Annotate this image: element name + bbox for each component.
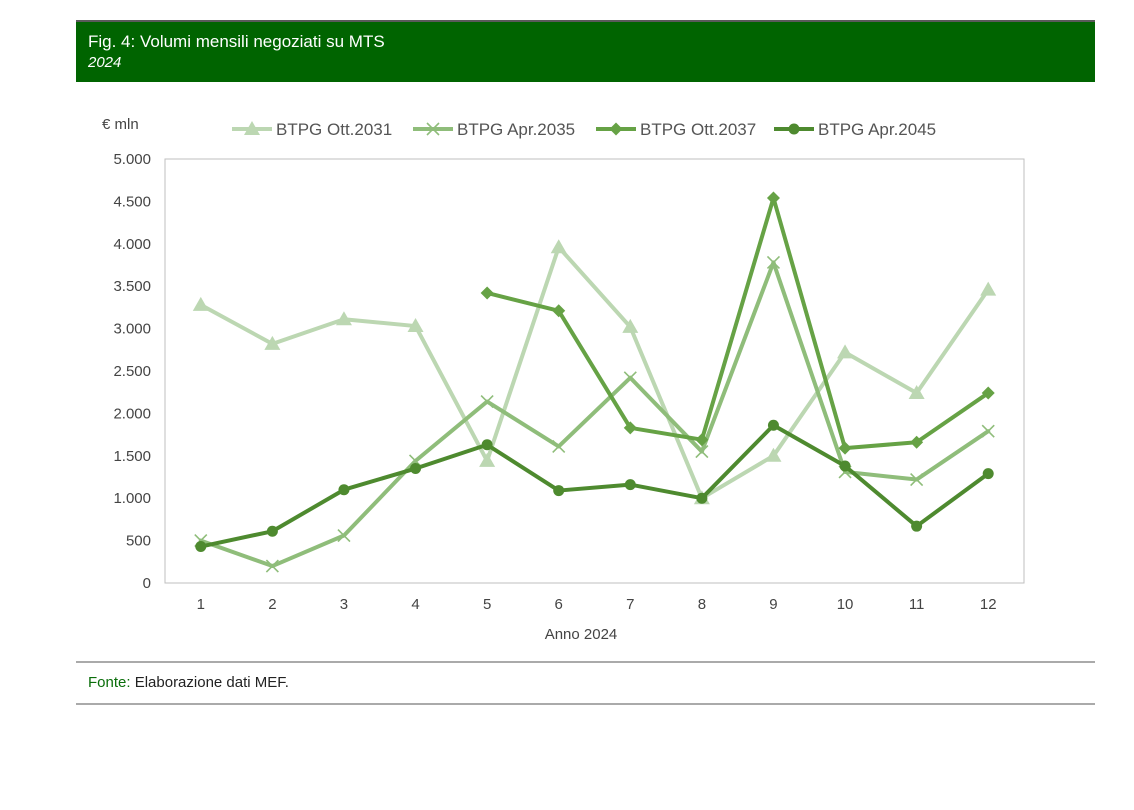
y-tick-label: 2.500 [113,363,151,380]
data-point [552,439,566,454]
legend-label: BTPG Ott.2031 [276,120,392,139]
x-tick-label: 3 [340,596,348,613]
series-2 [194,255,995,573]
data-point [623,421,637,435]
data-point [695,444,709,459]
x-tick-label: 8 [698,596,706,613]
y-tick-label: 3.500 [113,278,151,295]
data-point [481,439,493,451]
y-tick-label: 1.500 [113,448,151,465]
data-point [337,528,351,543]
data-point [695,433,709,447]
series-line [198,423,991,549]
data-point [266,525,278,537]
x-tick-label: 11 [909,596,925,613]
data-point [407,318,424,333]
y-axis-ticks: 0 500 1.000 1.500 2.000 2.500 3.000 3.500 4.000 4… [113,151,151,592]
legend: BTPG Ott.2031 BTPG Apr.2035 BTPG Ott.2037 B… [232,120,936,139]
plot-area [164,158,1025,584]
y-tick-label: 500 [126,533,151,550]
legend-label: BTPG Ott.2037 [640,120,756,139]
series-line [198,245,991,501]
series-line [485,196,991,451]
legend-marker [788,123,800,135]
x-tick-label: 9 [769,596,777,613]
data-point [264,335,281,350]
data-point [624,479,636,491]
data-point [335,311,352,326]
data-point [767,419,779,431]
legend-marker [244,121,260,135]
data-point [195,541,207,553]
series-4 [195,419,994,553]
data-point [911,520,923,532]
legend-item: BTPG Apr.2035 [413,120,575,139]
data-point [981,424,995,438]
y-tick-label: 5.000 [113,151,151,168]
legend-label: BTPG Apr.2035 [457,120,575,139]
legend-item: BTPG Ott.2037 [596,120,756,139]
x-tick-label: 12 [980,596,997,613]
data-point [908,385,925,400]
x-tick-label: 1 [197,596,205,613]
y-tick-label: 1.000 [113,490,151,507]
x-tick-label: 2 [268,596,276,613]
x-tick-label: 7 [626,596,634,613]
data-point [981,386,995,400]
figure-header: Fig. 4: Volumi mensili negoziati su MTS … [76,20,1095,82]
data-point [553,485,565,497]
legend-label: BTPG Apr.2045 [818,120,936,139]
source-label: Fonte: [88,674,131,691]
y-tick-label: 4.000 [113,236,151,253]
data-point [623,371,637,385]
data-point [480,394,494,409]
series-group [192,191,997,573]
source-text: Elaborazione dati MEF. [130,674,289,691]
data-point [480,286,494,300]
data-point [766,191,780,205]
figure-title: Fig. 4: Volumi mensili negoziati su MTS [88,32,385,51]
legend-marker [609,122,623,136]
data-point [550,239,567,254]
y-tick-label: 2.000 [113,405,151,422]
y-tick-label: 4.500 [113,193,151,210]
data-point [980,281,997,296]
data-point [838,441,852,455]
data-point [192,296,209,311]
x-tick-label: 6 [555,596,563,613]
data-point [265,559,279,573]
data-point [765,447,782,462]
y-tick-label: 0 [143,575,151,592]
series-3 [480,191,995,455]
data-point [622,318,639,333]
data-point [910,435,924,449]
data-point [338,484,350,496]
legend-marker [426,122,440,136]
data-point [839,460,851,472]
data-point [766,255,781,270]
data-point [837,344,854,359]
x-tick-label: 10 [837,596,854,613]
data-point [696,492,708,504]
x-axis-label: Anno 2024 [545,626,618,643]
series-line [198,260,991,569]
x-tick-label: 4 [411,596,419,613]
legend-item: BTPG Apr.2045 [774,120,936,139]
source-note: Fonte: Elaborazione dati MEF. [76,661,1095,705]
x-axis-ticks: 1 2 3 4 5 6 7 8 9 10 11 12 [197,596,997,613]
y-axis-label: € mln [102,116,139,133]
x-tick-label: 5 [483,596,491,613]
data-point [479,452,496,467]
data-point [982,468,994,480]
data-point [910,472,924,487]
legend-item: BTPG Ott.2031 [232,120,392,139]
figure-subtitle: 2024 [88,54,122,71]
data-point [552,304,566,318]
y-tick-label: 3.000 [113,321,151,338]
data-point [410,463,422,475]
